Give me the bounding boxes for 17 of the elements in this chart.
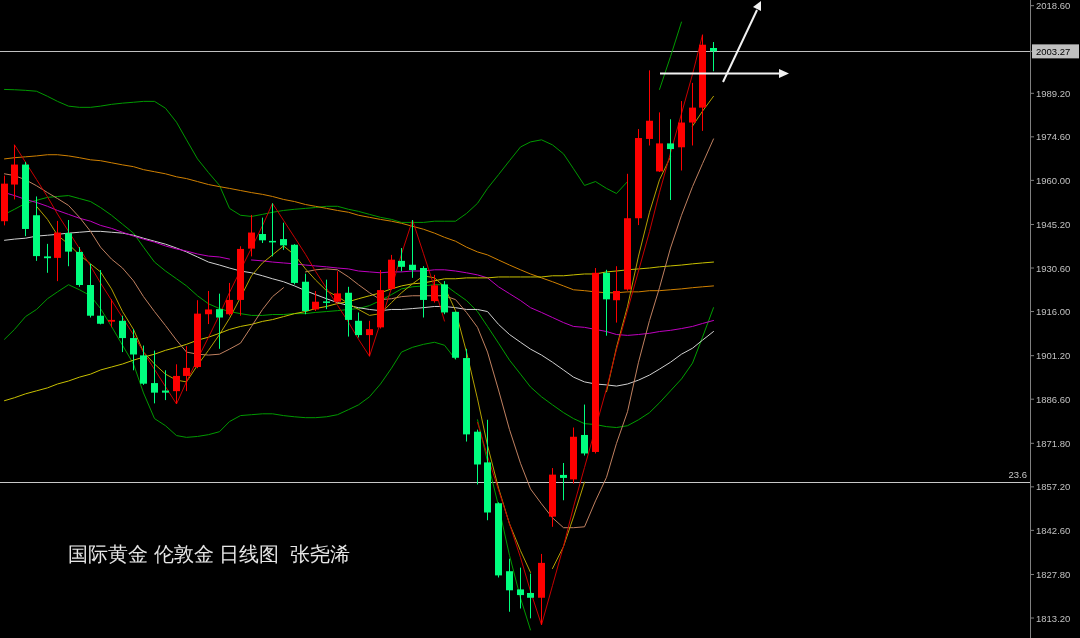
y-tick-label: 1871.80 — [1036, 437, 1071, 449]
y-tick-label: 1989.20 — [1036, 87, 1071, 99]
y-tick-label: 1974.60 — [1036, 131, 1071, 143]
y-tick-label: 1960.00 — [1036, 174, 1071, 186]
y-tick-label: 1842.60 — [1036, 524, 1071, 536]
y-tick-label: 2003.27 — [1036, 45, 1071, 57]
y-tick-label: 1857.20 — [1036, 481, 1071, 493]
y-tick-label: 1813.20 — [1036, 612, 1071, 624]
y-tick-label: 1916.00 — [1036, 306, 1071, 318]
y-tick-label: 1886.60 — [1036, 393, 1071, 405]
annotation: 23.6 — [1008, 469, 1027, 480]
y-tick-label: 1827.80 — [1036, 569, 1071, 580]
text: 国际黄金 伦敦金 日线图 张尧浠 — [68, 543, 351, 565]
y-tick-label: 1901.20 — [1036, 350, 1071, 362]
y-tick-label: 1930.60 — [1036, 262, 1071, 274]
y-tick-label: 1945.20 — [1036, 218, 1071, 230]
y-tick-label: 2018.60 — [1036, 0, 1071, 12]
